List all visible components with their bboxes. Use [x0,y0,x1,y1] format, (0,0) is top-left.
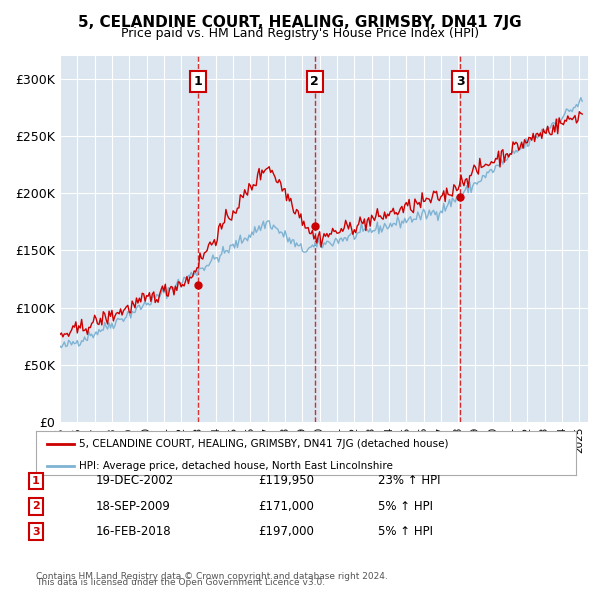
Text: 16-FEB-2018: 16-FEB-2018 [96,525,172,538]
Text: 1: 1 [194,75,202,88]
Text: 18-SEP-2009: 18-SEP-2009 [96,500,171,513]
Text: 1: 1 [32,476,40,486]
Text: 2: 2 [32,502,40,511]
Text: Price paid vs. HM Land Registry's House Price Index (HPI): Price paid vs. HM Land Registry's House … [121,27,479,40]
Text: 5% ↑ HPI: 5% ↑ HPI [378,525,433,538]
Text: 5% ↑ HPI: 5% ↑ HPI [378,500,433,513]
Text: £119,950: £119,950 [258,474,314,487]
Text: 3: 3 [456,75,464,88]
Text: This data is licensed under the Open Government Licence v3.0.: This data is licensed under the Open Gov… [36,578,325,587]
Text: 3: 3 [32,527,40,536]
Text: HPI: Average price, detached house, North East Lincolnshire: HPI: Average price, detached house, Nort… [79,461,393,471]
Text: 5, CELANDINE COURT, HEALING, GRIMSBY, DN41 7JG (detached house): 5, CELANDINE COURT, HEALING, GRIMSBY, DN… [79,439,449,449]
Text: £197,000: £197,000 [258,525,314,538]
Text: Contains HM Land Registry data © Crown copyright and database right 2024.: Contains HM Land Registry data © Crown c… [36,572,388,581]
Text: 5, CELANDINE COURT, HEALING, GRIMSBY, DN41 7JG: 5, CELANDINE COURT, HEALING, GRIMSBY, DN… [78,15,522,30]
Text: 2: 2 [310,75,319,88]
Text: 19-DEC-2002: 19-DEC-2002 [96,474,174,487]
Text: £171,000: £171,000 [258,500,314,513]
Text: 23% ↑ HPI: 23% ↑ HPI [378,474,440,487]
